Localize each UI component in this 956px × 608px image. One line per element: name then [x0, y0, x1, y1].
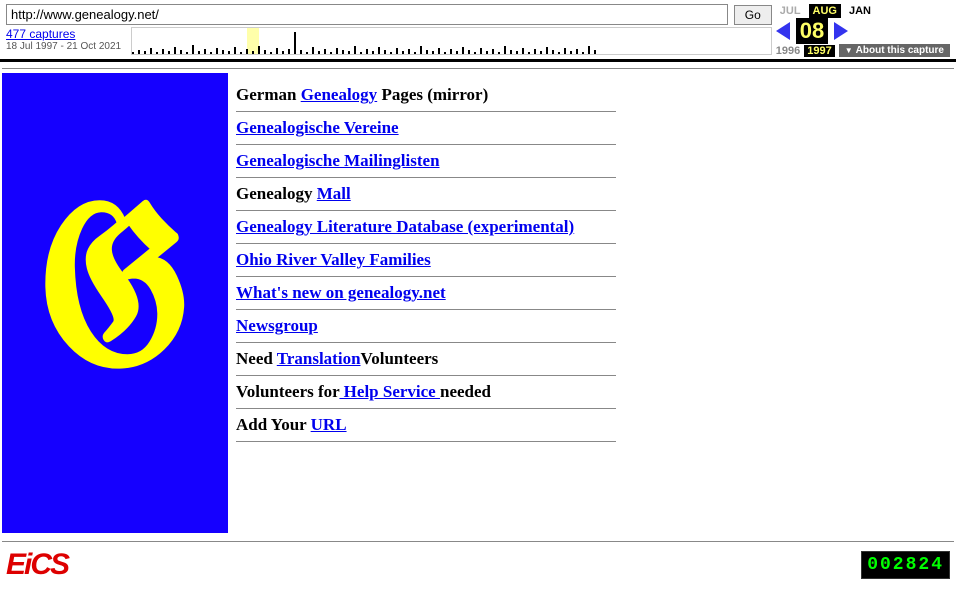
- year-prev[interactable]: 1996: [776, 45, 800, 57]
- links-column: German Genealogy Pages (mirror) Genealog…: [236, 73, 616, 533]
- gothic-g-icon: G: [43, 193, 187, 413]
- text: needed: [440, 382, 491, 401]
- wayback-left: Go 477 captures 18 Jul 1997 - 21 Oct 202…: [6, 4, 772, 57]
- link-vereine: Genealogische Vereine: [236, 112, 616, 145]
- text: Volunteers: [361, 349, 439, 368]
- link-help-service: Volunteers for Help Service needed: [236, 376, 616, 409]
- link[interactable]: Translation: [277, 349, 361, 368]
- month-selected: AUG: [809, 4, 841, 18]
- wayback-go-button[interactable]: Go: [734, 5, 772, 25]
- link-newsgroup: Newsgroup: [236, 310, 616, 343]
- wayback-years-row: 1996 1997 About this capture: [776, 44, 950, 57]
- text: Genealogy: [236, 184, 317, 203]
- link-whatsnew: What's new on genealogy.net: [236, 277, 616, 310]
- wayback-day: 08: [796, 18, 828, 44]
- text: Pages (mirror): [377, 85, 488, 104]
- link-german-genealogy: German Genealogy Pages (mirror): [236, 79, 616, 112]
- wayback-capture-meta: 477 captures 18 Jul 1997 - 21 Oct 2021: [6, 27, 121, 52]
- text: Add Your: [236, 415, 311, 434]
- link-mall: Genealogy Mall: [236, 178, 616, 211]
- month-next[interactable]: JAN: [845, 4, 875, 18]
- wayback-sparkline[interactable]: [131, 27, 772, 55]
- link[interactable]: Help Service: [339, 382, 440, 401]
- footer: EiCS 002824: [2, 546, 954, 584]
- wayback-captures-link[interactable]: 477 captures: [6, 27, 121, 41]
- text: Need: [236, 349, 277, 368]
- link-litdb: Genealogy Literature Database (experimen…: [236, 211, 616, 244]
- wayback-capture-row: 477 captures 18 Jul 1997 - 21 Oct 2021: [6, 27, 772, 55]
- link-mailinglisten: Genealogische Mailinglisten: [236, 145, 616, 178]
- text: Volunteers for: [236, 382, 339, 401]
- link-ohio: Ohio River Valley Families: [236, 244, 616, 277]
- next-arrow-icon[interactable]: [834, 22, 848, 40]
- wayback-toolbar: Go 477 captures 18 Jul 1997 - 21 Oct 202…: [0, 0, 956, 62]
- month-prev[interactable]: JUL: [776, 4, 805, 18]
- wayback-url-input[interactable]: [6, 4, 728, 25]
- page-body: G German Genealogy Pages (mirror) Geneal…: [0, 62, 956, 588]
- link[interactable]: URL: [311, 415, 347, 434]
- wayback-nav-row: 08: [776, 18, 950, 44]
- wayback-url-row: Go: [6, 4, 772, 25]
- link[interactable]: Genealogische Vereine: [236, 118, 399, 137]
- link[interactable]: Newsgroup: [236, 316, 318, 335]
- link[interactable]: Genealogy Literature Database (experimen…: [236, 217, 574, 236]
- link[interactable]: What's new on genealogy.net: [236, 283, 446, 302]
- bottom-rule: [2, 541, 954, 542]
- wayback-range: 18 Jul 1997 - 21 Oct 2021: [6, 41, 121, 52]
- wayback-right: JUL AUG JAN 08 1996 1997 About this capt…: [776, 4, 950, 57]
- eics-logo[interactable]: EiCS: [6, 548, 68, 582]
- link-genealogy[interactable]: Genealogy: [301, 85, 378, 104]
- prev-arrow-icon[interactable]: [776, 22, 790, 40]
- top-rule: [2, 68, 954, 69]
- year-selected: 1997: [804, 45, 834, 57]
- link[interactable]: Mall: [317, 184, 351, 203]
- wayback-months: JUL AUG JAN: [776, 4, 950, 18]
- link[interactable]: Ohio River Valley Families: [236, 250, 431, 269]
- about-capture-button[interactable]: About this capture: [839, 44, 950, 57]
- hit-counter: 002824: [861, 551, 950, 579]
- text: German: [236, 85, 301, 104]
- link-add-url: Add Your URL: [236, 409, 616, 442]
- link-translation: Need TranslationVolunteers: [236, 343, 616, 376]
- logo-panel: G: [2, 73, 228, 533]
- link[interactable]: Genealogische Mailinglisten: [236, 151, 440, 170]
- content-row: G German Genealogy Pages (mirror) Geneal…: [2, 73, 954, 533]
- wayback-sparkline-bars: [132, 28, 771, 54]
